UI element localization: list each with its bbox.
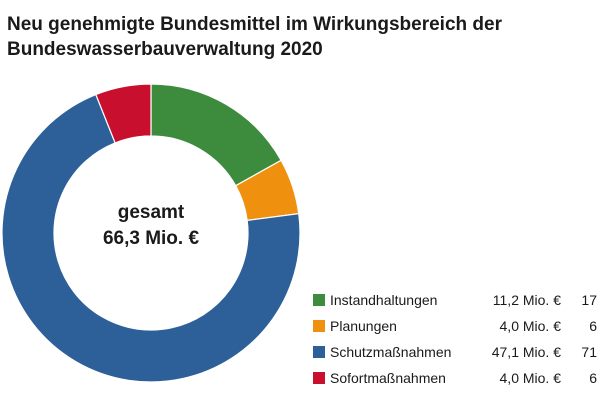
legend-percent: 71: [581, 344, 597, 360]
legend-value: 4,0 Mio. €: [499, 318, 561, 334]
legend-item-schutzmassnahmen: Schutzmaßnahmen 47,1 Mio. € 71: [313, 339, 600, 365]
legend-item-planungen: Planungen 4,0 Mio. € 6: [313, 313, 600, 339]
legend-value: 47,1 Mio. €: [491, 344, 561, 360]
legend-item-sofortmassnahmen: Sofortmaßnahmen 4,0 Mio. € 6: [313, 365, 600, 391]
legend-percent: 17: [581, 292, 597, 308]
legend-label: Planungen: [330, 318, 397, 334]
legend-item-instandhaltungen: Instandhaltungen 11,2 Mio. € 17: [313, 287, 600, 313]
donut-slice-schutzmassnahmen: [1, 93, 301, 383]
center-label-caption: gesamt: [117, 202, 185, 223]
legend-value: 4,0 Mio. €: [499, 370, 561, 386]
legend: Instandhaltungen 11,2 Mio. € 17 Planunge…: [313, 287, 600, 391]
legend-swatch-instandhaltungen: [313, 294, 325, 306]
legend-label: Sofortmaßnahmen: [330, 370, 446, 386]
donut-center-label: gesamt 66,3 Mio. €: [66, 200, 236, 252]
center-label-total: 66,3 Mio. €: [102, 228, 200, 249]
chart-title-line-2: Bundeswasserbauverwaltung 2020: [7, 39, 323, 60]
legend-swatch-planungen: [313, 320, 325, 332]
chart-title: Neu genehmigte Bundesmittel im Wirkungsb…: [7, 12, 597, 62]
legend-swatch-sofortmassnahmen: [313, 372, 325, 384]
donut-slice-instandhaltungen: [150, 83, 282, 187]
legend-label: Instandhaltungen: [330, 292, 438, 308]
donut-slice-sofortmassnahmen: [95, 83, 152, 144]
legend-swatch-schutzmassnahmen: [313, 346, 325, 358]
legend-percent: 6: [589, 370, 597, 386]
legend-value: 11,2 Mio. €: [492, 292, 561, 308]
chart-title-line-1: Neu genehmigte Bundesmittel im Wirkungsb…: [7, 14, 502, 35]
legend-percent: 6: [589, 318, 597, 334]
legend-label: Schutzmaßnahmen: [330, 344, 452, 360]
